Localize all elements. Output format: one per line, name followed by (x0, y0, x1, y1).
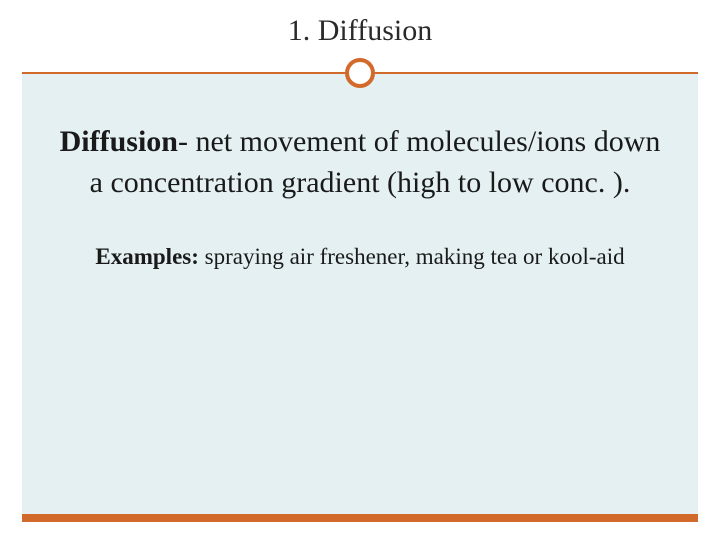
definition-term: Diffusion (60, 125, 178, 158)
content-area: Diffusion- net movement of molecules/ion… (22, 74, 698, 522)
examples-text: Examples: spraying air freshener, making… (52, 241, 668, 273)
examples-label: Examples: (95, 244, 199, 269)
examples-body: spraying air freshener, making tea or ko… (199, 244, 625, 269)
definition-text: Diffusion- net movement of molecules/ion… (52, 122, 668, 203)
slide-title: 1. Diffusion (0, 14, 720, 48)
circle-marker-icon (345, 58, 375, 88)
slide-container: 1. Diffusion Diffusion- net movement of … (0, 0, 720, 540)
